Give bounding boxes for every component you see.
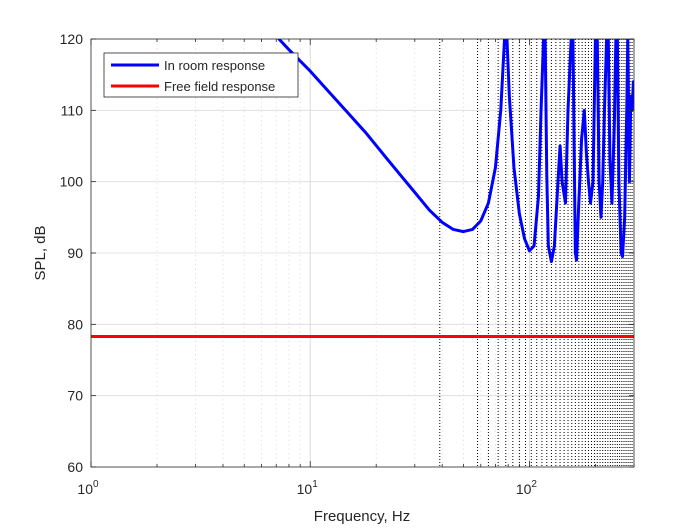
y-axis-label: SPL, dB: [32, 225, 49, 280]
legend[interactable]: In room response Free field response: [103, 52, 299, 98]
y-tick-label: 70: [67, 388, 83, 404]
ticks: [90, 38, 635, 468]
legend-label-free-field: Free field response: [164, 79, 275, 94]
y-tick-label: 100: [60, 174, 84, 190]
grid: [91, 39, 635, 467]
x-tick-labels: 100 101 102: [77, 479, 537, 497]
x-tick-label: 100: [77, 479, 99, 497]
legend-box: [103, 52, 299, 98]
y-tick-labels: 60 70 80 90 100 110 120: [60, 31, 84, 475]
series-line-in-room-response: [277, 39, 634, 264]
series-layer: [91, 39, 634, 338]
x-tick-label: 101: [297, 479, 319, 497]
y-tick-label: 60: [67, 459, 83, 475]
y-tick-label: 110: [61, 102, 84, 118]
x-tick-label: 102: [516, 479, 538, 497]
y-tick-label: 80: [67, 316, 83, 332]
y-tick-label: 90: [67, 245, 83, 261]
y-tick-label: 120: [60, 31, 84, 47]
legend-label-in-room: In room response: [164, 58, 265, 73]
x-axis-label: Frequency, Hz: [314, 508, 410, 525]
